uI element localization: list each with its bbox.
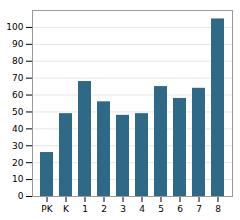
svg-text:7: 7 (196, 204, 202, 214)
svg-text:70: 70 (12, 73, 24, 83)
svg-text:1: 1 (82, 204, 88, 214)
svg-text:PK: PK (41, 204, 53, 214)
svg-text:60: 60 (12, 90, 24, 100)
svg-text:3: 3 (120, 204, 126, 214)
svg-text:8: 8 (215, 204, 221, 214)
svg-text:5: 5 (158, 204, 164, 214)
svg-text:0: 0 (18, 191, 24, 201)
svg-text:80: 80 (12, 56, 24, 66)
svg-text:40: 40 (12, 124, 24, 134)
svg-text:4: 4 (139, 204, 145, 214)
svg-text:90: 90 (12, 39, 24, 49)
svg-text:2: 2 (101, 204, 107, 214)
svg-text:100: 100 (6, 22, 23, 32)
svg-text:20: 20 (12, 158, 24, 168)
svg-text:30: 30 (12, 141, 24, 151)
svg-text:6: 6 (177, 204, 183, 214)
svg-text:10: 10 (12, 174, 24, 184)
svg-text:K: K (63, 204, 70, 214)
svg-text:50: 50 (12, 107, 24, 117)
